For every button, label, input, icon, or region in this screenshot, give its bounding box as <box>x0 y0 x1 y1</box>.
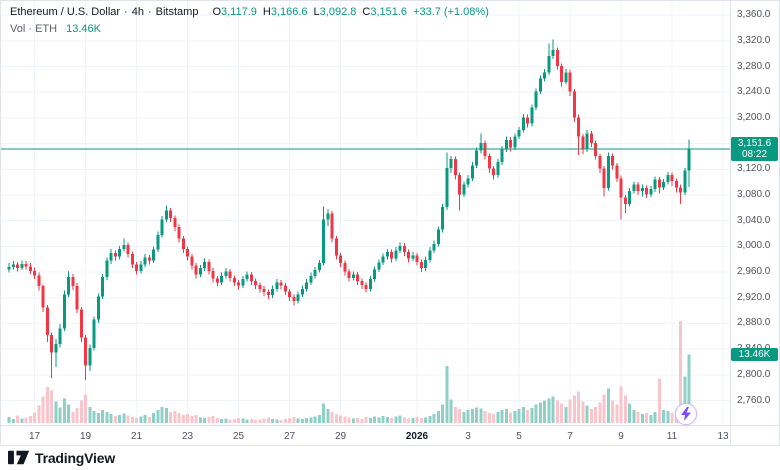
time-axis-label: 29 <box>334 431 347 442</box>
time-axis-label: 5 <box>516 431 522 442</box>
price-axis[interactable]: 3,360.03,320.03,280.03,240.03,200.03,160… <box>731 1 779 425</box>
time-axis-label: 19 <box>79 431 92 442</box>
low-label: L <box>313 6 320 18</box>
price-axis-label: 3,360.0 <box>737 9 771 21</box>
price-axis-label: 3,320.0 <box>737 34 771 46</box>
price-axis-label: 2,800.0 <box>737 368 771 380</box>
price-axis-label: 2,920.0 <box>737 291 771 303</box>
time-axis-label: 17 <box>28 431 41 442</box>
time-axis-label: 11 <box>666 431 678 442</box>
time-axis-divider <box>1 425 779 426</box>
lightning-icon <box>681 407 691 421</box>
price-axis-label: 2,760.0 <box>737 394 771 406</box>
low-value: 3,092.8 <box>319 6 357 18</box>
tradingview-logo-text: TradingView <box>35 449 116 466</box>
volume-legend: Vol · ETH 13.46K <box>10 23 101 35</box>
price-axis-label: 3,080.0 <box>737 189 771 200</box>
symbol-legend: Ethereum / U.S. Dollar · 4h · Bitstamp O3,117… <box>10 6 489 18</box>
time-axis-label: 9 <box>618 431 624 442</box>
time-axis-label: 2026 <box>405 431 429 442</box>
price-badge-value: 3,151.6 <box>737 138 772 149</box>
legend-separator: · <box>124 6 128 18</box>
volume-layer <box>7 321 691 423</box>
price-badge-countdown: 08:22 <box>741 149 768 160</box>
close-label: C <box>362 6 371 18</box>
volume-label[interactable]: Vol · ETH <box>10 23 58 35</box>
exchange-label[interactable]: Bitstamp <box>155 6 199 18</box>
price-axis-label: 3,120.0 <box>737 163 771 175</box>
time-axis-label: 7 <box>567 431 573 442</box>
price-axis-label: 3,000.0 <box>737 240 771 252</box>
time-axis-label: 21 <box>130 431 143 442</box>
time-axis-label: 25 <box>232 431 245 442</box>
price-badge: 3,151.6 08:22 <box>731 137 778 161</box>
volume-value: 13.46K <box>66 23 102 35</box>
time-axis-label: 13 <box>717 431 729 442</box>
price-axis-label: 2,960.0 <box>737 266 771 278</box>
time-axis-label: 27 <box>283 431 296 442</box>
grid-layer <box>1 1 730 425</box>
open-label: O <box>212 6 221 18</box>
ohlc-readout: O3,117.9 H3,166.6 L3,092.8 C3,151.6 +33.7 (+… <box>206 6 488 18</box>
candle-layer <box>7 39 691 381</box>
price-axis-label: 3,200.0 <box>737 111 771 123</box>
symbol-title[interactable]: Ethereum / U.S. Dollar <box>10 6 121 18</box>
legend-separator: · <box>147 6 152 18</box>
volume-badge: 13.46K <box>731 347 778 361</box>
tradingview-logo[interactable]: TradingView <box>8 449 115 466</box>
high-value: 3,166.6 <box>270 6 308 18</box>
price-axis-label: 3,240.0 <box>737 86 771 98</box>
interval-label[interactable]: 4h <box>131 6 144 18</box>
price-axis-label: 3,040.0 <box>737 214 771 226</box>
tradingview-logo-icon <box>8 450 30 465</box>
candlestick-chart-canvas[interactable] <box>1 1 730 425</box>
close-value: 3,151.6 <box>370 6 408 18</box>
price-axis-label: 3,280.0 <box>737 60 771 72</box>
change-value: +33.7 (+1.08%) <box>413 6 489 18</box>
price-axis-label: 2,880.0 <box>737 317 771 329</box>
boost-button[interactable] <box>675 403 697 425</box>
price-axis-divider <box>730 1 731 445</box>
high-label: H <box>262 6 271 18</box>
time-axis-label: 3 <box>465 431 471 442</box>
time-axis[interactable]: 17 19 21 23 25 27 29 2026 3 5 7 9 11 13 <box>1 426 730 445</box>
open-value: 3,117.9 <box>221 6 257 18</box>
time-axis-label: 23 <box>181 431 194 442</box>
